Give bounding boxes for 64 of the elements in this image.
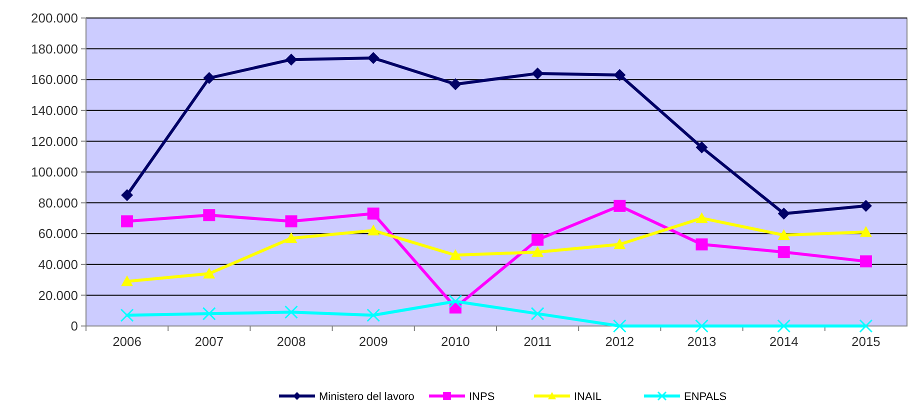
point: [285, 54, 298, 66]
point: [860, 255, 872, 268]
point: [777, 319, 791, 333]
point: [532, 234, 544, 246]
point: [778, 208, 790, 220]
point: [696, 141, 708, 154]
point: [366, 308, 380, 322]
y-tick-label: 80.000: [38, 195, 78, 210]
point: [614, 68, 626, 81]
point: [614, 238, 626, 250]
legend-label: INAIL: [574, 390, 602, 403]
point: [121, 215, 134, 228]
x-tick-label: 2013: [687, 334, 716, 349]
point: [285, 232, 298, 244]
y-tick-label: 100.000: [31, 164, 78, 180]
point: [860, 226, 872, 237]
point: [530, 306, 544, 320]
point: [203, 72, 216, 84]
x-tick-label: 2015: [851, 334, 880, 349]
y-tick-label: 200.000: [31, 10, 78, 26]
point: [448, 294, 462, 308]
legend-label: INPS: [469, 390, 495, 403]
y-tick-label: 20.000: [38, 288, 78, 303]
point: [859, 319, 873, 333]
x-tick-label: 2007: [194, 334, 224, 349]
point: [778, 246, 790, 258]
y-tick-label: 0: [70, 318, 78, 334]
point: [120, 308, 134, 322]
point: [612, 319, 626, 333]
y-tick-label: 160.000: [31, 72, 78, 88]
point: [203, 268, 216, 278]
y-tick-label: 140.000: [31, 102, 78, 118]
point: [367, 208, 380, 220]
x-tick-label: 2008: [276, 334, 306, 349]
legend-label: ENPALS: [684, 390, 727, 403]
point: [778, 229, 790, 240]
x-tick-label: 2006: [112, 334, 142, 349]
point: [449, 249, 462, 260]
point: [202, 306, 216, 320]
y-tick-label: 40.000: [38, 256, 78, 272]
y-tick-label: 120.000: [31, 134, 78, 149]
point: [121, 189, 134, 202]
x-tick-label: 2010: [440, 334, 470, 349]
y-tick-label: 60.000: [38, 226, 78, 242]
point: [284, 305, 298, 319]
point: [860, 200, 872, 212]
x-tick-label: 2014: [769, 334, 798, 349]
point: [614, 200, 626, 212]
point: [695, 319, 708, 333]
point: [121, 275, 134, 286]
point: [532, 246, 544, 257]
point: [285, 215, 298, 228]
point: [449, 78, 462, 90]
legend-label: Ministero del lavoro: [319, 390, 414, 403]
point: [696, 212, 708, 223]
point: [367, 52, 380, 64]
x-tick-label: 2011: [524, 334, 552, 349]
x-tick-label: 2009: [358, 334, 388, 349]
y-tick-label: 180.000: [31, 41, 78, 56]
point: [532, 67, 544, 80]
point: [203, 209, 216, 222]
x-tick-label: 2012: [605, 334, 634, 349]
point: [367, 224, 380, 236]
point: [696, 238, 708, 250]
